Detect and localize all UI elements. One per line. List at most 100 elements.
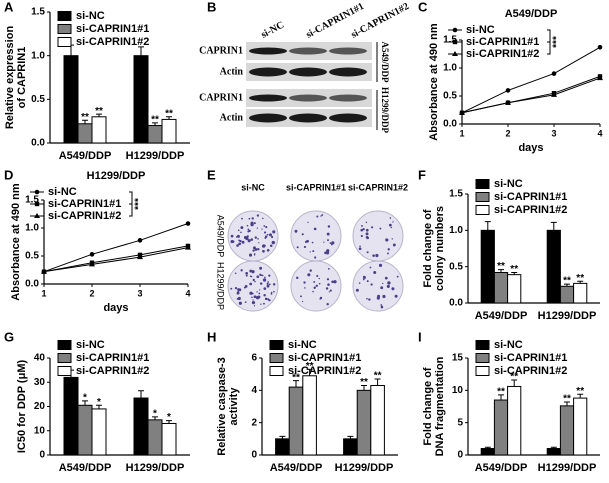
y-axis-label: Fold change of: [422, 367, 434, 446]
legend-label: si-CAPRIN1#1: [494, 352, 567, 364]
colony-dot: [253, 295, 257, 299]
colony-dot: [268, 283, 271, 286]
blot-band: [289, 94, 327, 102]
y-axis-label: of CAPRIN1: [16, 47, 28, 109]
y-tick-label: 0.0: [443, 119, 457, 130]
colony-dot: [326, 278, 330, 281]
colony-dot: [264, 297, 268, 301]
colony-dot: [266, 233, 269, 236]
colony-dot: [325, 287, 329, 290]
colony-dot: [250, 221, 254, 225]
colony-dot: [301, 233, 304, 236]
colony-dot: [240, 269, 243, 272]
bar: [546, 448, 561, 456]
legend-label: si-CAPRIN1#2: [494, 365, 567, 377]
bar: [275, 438, 290, 456]
error-bar: [347, 435, 354, 439]
colony-dot: [263, 287, 267, 290]
colony-dot: [326, 232, 330, 236]
colony-dot: [311, 241, 314, 244]
error-bar: [484, 446, 491, 449]
y-axis-label: Fold change of: [422, 209, 434, 288]
colony-dot: [358, 247, 362, 251]
colony-dot: [236, 297, 239, 300]
bar: [480, 448, 495, 456]
significance: **: [563, 276, 571, 287]
colony-dot: [251, 292, 254, 295]
colony-dot: [361, 225, 363, 227]
colony-dot: [321, 214, 324, 216]
colony-dot: [382, 294, 386, 299]
bracket: [129, 191, 133, 217]
bar: [77, 123, 93, 144]
y-tick-label: 30: [34, 377, 46, 388]
blot-band: [289, 67, 327, 77]
colony-dot: [327, 239, 329, 242]
panel-letter: C: [418, 0, 428, 14]
colony-dot: [253, 254, 256, 256]
blot-band: [249, 47, 287, 55]
panel-letter: F: [418, 167, 426, 182]
colony-dot: [313, 280, 316, 283]
significance: *: [167, 412, 171, 423]
y-tick-label: 1.5: [31, 7, 45, 18]
colony-dot: [366, 297, 368, 300]
x-tick-label: A549/DDP: [475, 462, 528, 474]
colony-dot: [270, 292, 273, 295]
bar: [77, 404, 93, 456]
blot-row-label: Actin: [220, 66, 244, 77]
colony-dot: [360, 228, 364, 232]
y-tick-label: 0.0: [449, 298, 463, 309]
colony-dot: [358, 282, 361, 284]
significance: **: [306, 361, 314, 372]
legend-swatch: [475, 179, 490, 189]
colony-dot: [263, 225, 266, 227]
legend-marker: [34, 213, 40, 218]
colony-dot: [245, 272, 249, 275]
bar: [63, 376, 79, 456]
error-bar: [152, 122, 158, 126]
y-axis-label: DNA fragmentation: [434, 356, 446, 456]
colony-dot: [256, 275, 260, 279]
marker: [551, 91, 557, 97]
colony-dot: [262, 249, 265, 253]
x-tick-label: 3: [137, 288, 142, 298]
y-tick-label: 15: [452, 353, 464, 364]
colony-dot: [318, 282, 321, 285]
colony-dot: [268, 274, 271, 277]
y-tick-label: 0.5: [25, 251, 39, 262]
colony-dot: [256, 227, 259, 229]
significance: **: [165, 108, 173, 119]
colony-dot: [263, 294, 266, 297]
legend-label: si-NC: [76, 339, 105, 351]
significance: ***: [134, 198, 145, 210]
colony-dot: [392, 243, 396, 247]
panel-letter: E: [207, 167, 216, 182]
colony-dot: [313, 286, 316, 289]
colony-dot: [366, 251, 369, 254]
legend-label: si-CAPRIN1#2: [466, 48, 539, 60]
colony-dot: [330, 243, 333, 246]
marker: [137, 254, 143, 260]
colony-dot: [312, 290, 314, 293]
colony-dot: [296, 246, 299, 249]
legend-label: si-CAPRIN1#2: [288, 365, 361, 377]
bar: [343, 438, 358, 456]
bar: [559, 285, 575, 304]
colony-dot: [259, 282, 263, 285]
y-tick-label: 1.0: [31, 50, 45, 61]
colony-dot: [366, 236, 370, 240]
colony-dot: [270, 291, 273, 294]
line: [43, 223, 189, 273]
line: [461, 46, 601, 114]
bar: [493, 399, 509, 456]
colony-dot: [380, 304, 383, 306]
colony-dot: [243, 236, 247, 239]
x-tick-label: H1299/DDP: [126, 462, 185, 474]
blot-band: [289, 47, 327, 55]
error-bar: [577, 393, 584, 399]
error-bar: [577, 280, 584, 284]
colony-dot: [262, 217, 264, 220]
significance: **: [497, 387, 505, 398]
line: [43, 245, 189, 273]
